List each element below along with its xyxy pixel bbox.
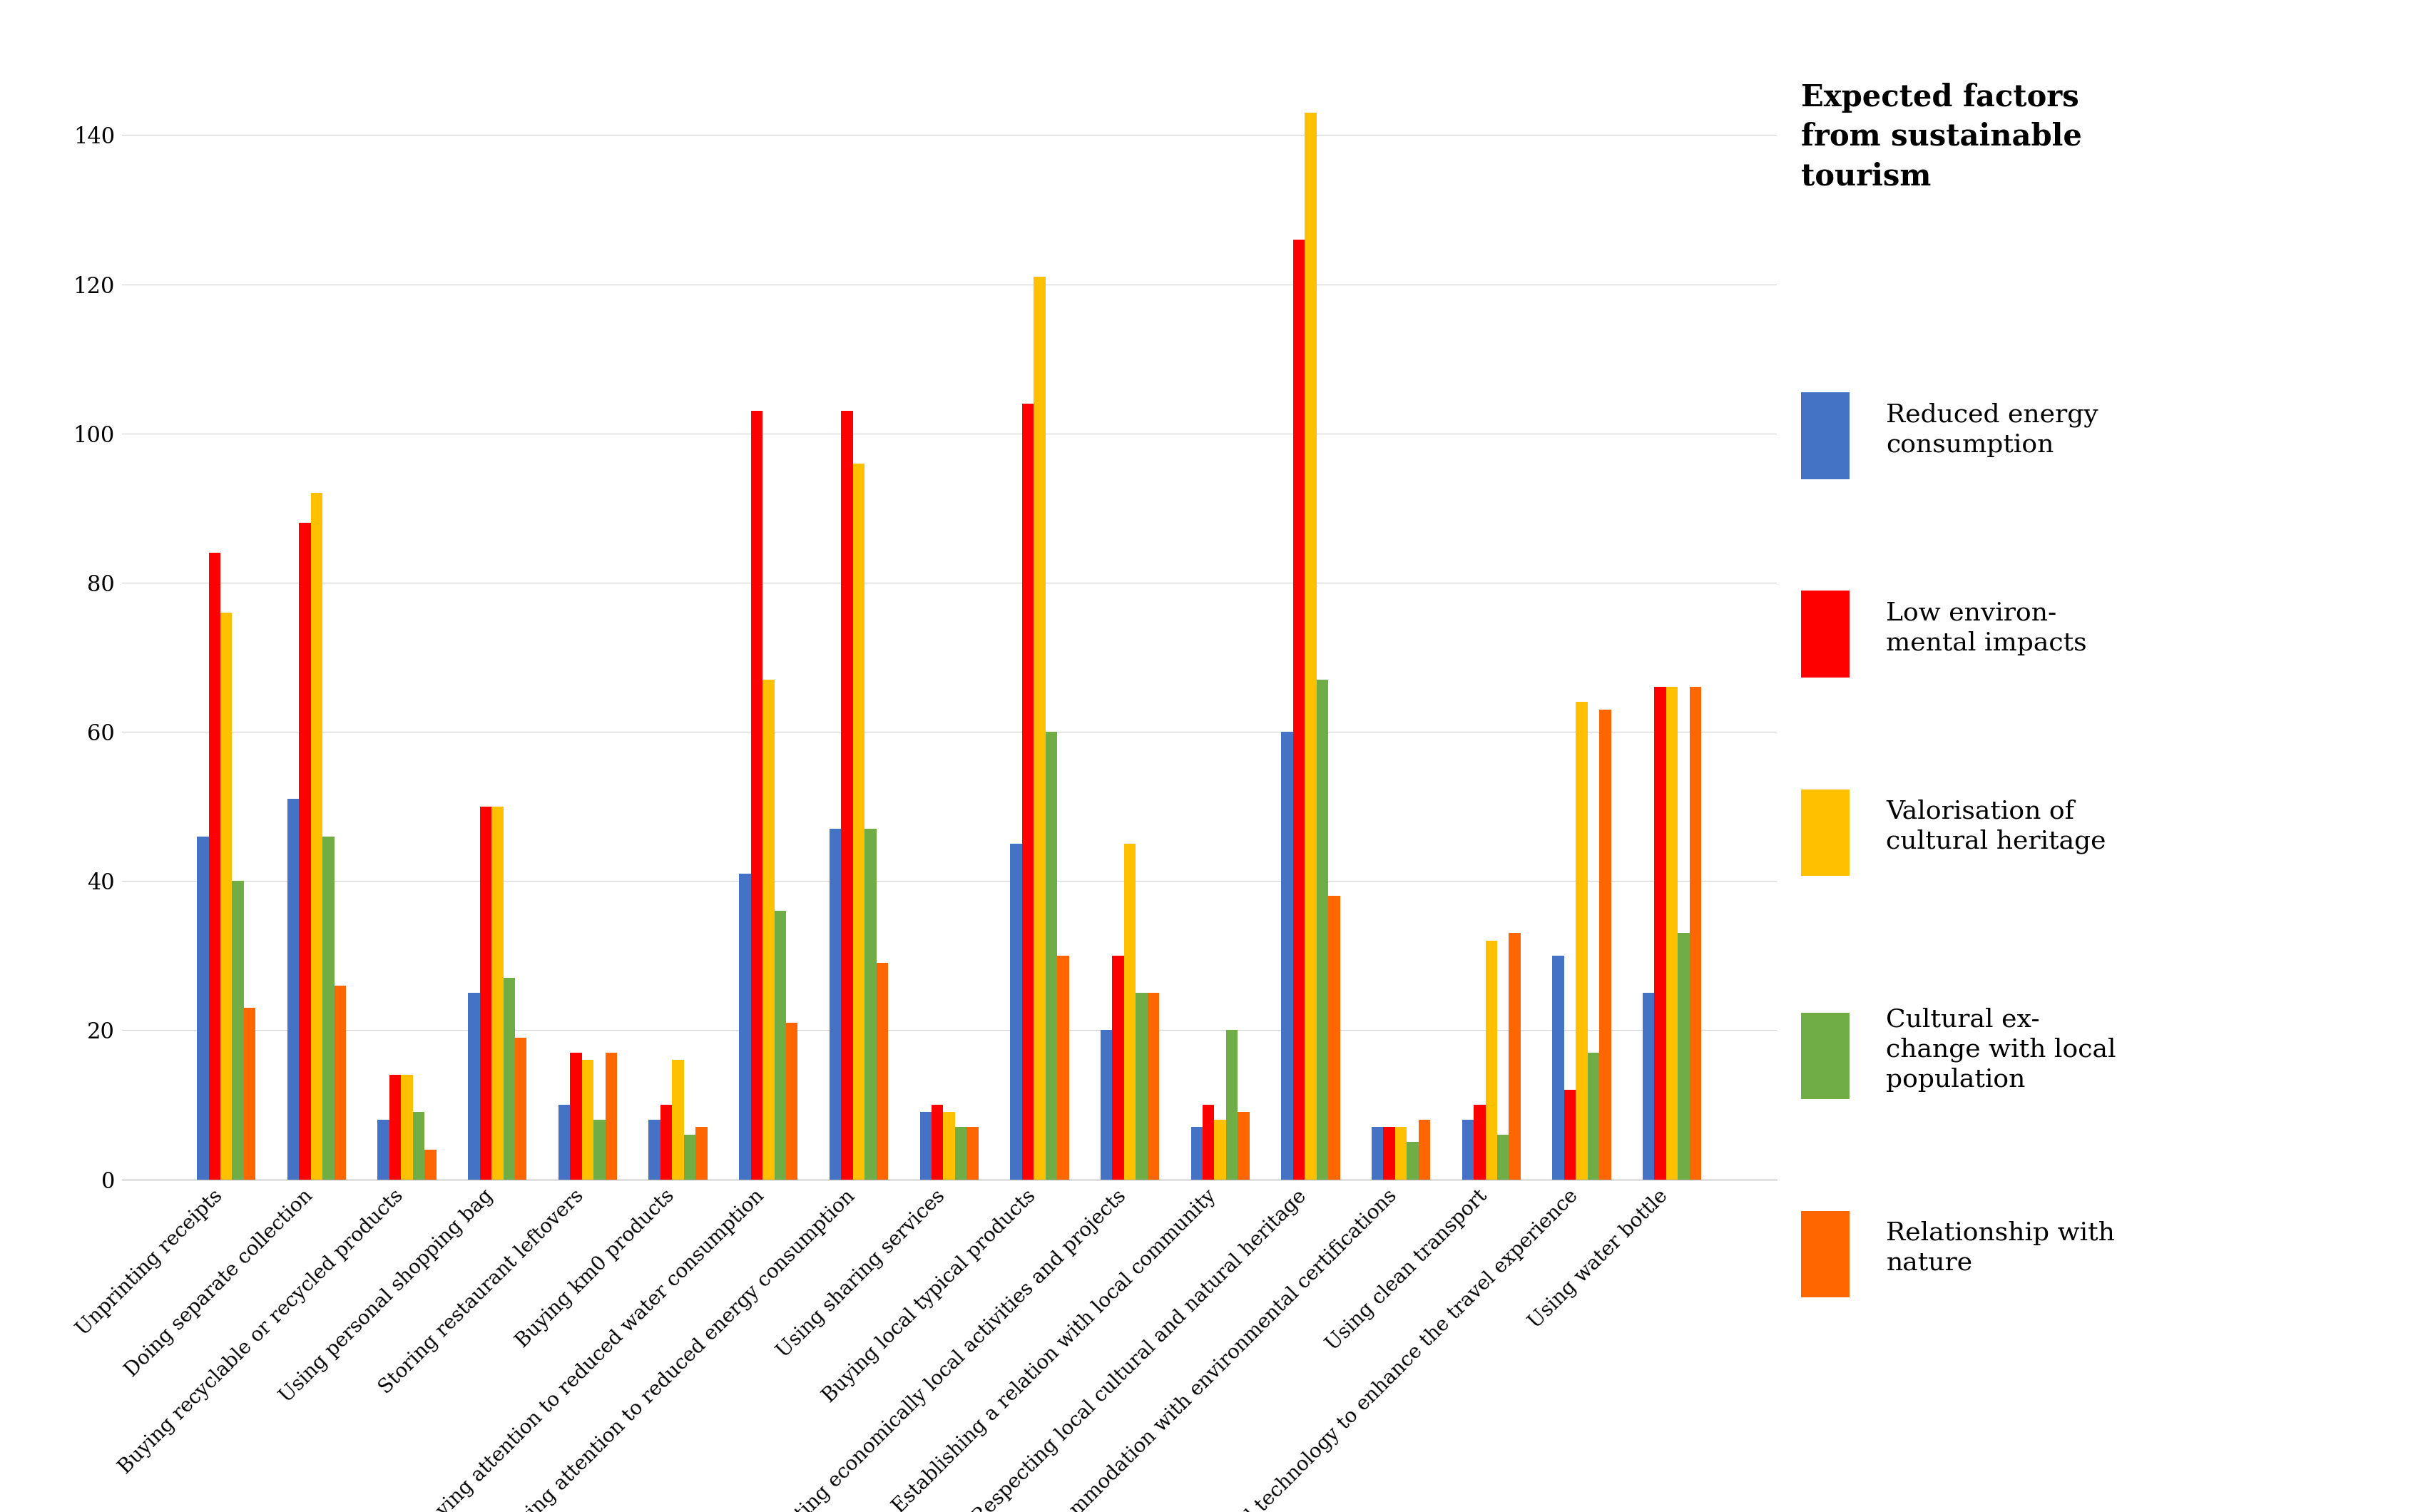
Bar (1667, 686, 1676, 1179)
Bar (243, 1009, 255, 1179)
Bar (944, 1113, 954, 1179)
Text: Cultural ex-
change with local
population: Cultural ex- change with local populatio… (1886, 1007, 2117, 1092)
Bar (1304, 113, 1316, 1179)
Bar (401, 1075, 414, 1179)
Bar (876, 963, 888, 1179)
Bar (389, 1075, 401, 1179)
Bar (1034, 277, 1046, 1179)
Bar (1508, 933, 1521, 1179)
FancyBboxPatch shape (1800, 1211, 1849, 1297)
Bar (1316, 679, 1328, 1179)
FancyBboxPatch shape (1800, 789, 1849, 875)
Bar (1654, 686, 1667, 1179)
Bar (333, 986, 345, 1179)
Bar (1124, 844, 1136, 1179)
Text: Relationship with
nature: Relationship with nature (1886, 1220, 2114, 1275)
Bar (1418, 1120, 1431, 1179)
Bar (479, 806, 491, 1179)
Bar (1394, 1126, 1406, 1179)
Bar (830, 829, 842, 1179)
Bar (467, 993, 479, 1179)
Bar (324, 836, 333, 1179)
Bar (864, 829, 876, 1179)
Bar (1382, 1126, 1394, 1179)
Bar (581, 1060, 594, 1179)
Bar (684, 1134, 696, 1179)
Text: Valorisation of
cultural heritage: Valorisation of cultural heritage (1886, 800, 2105, 854)
Bar (932, 1105, 944, 1179)
Bar (557, 1105, 569, 1179)
Bar (1226, 1030, 1238, 1179)
Bar (1462, 1120, 1474, 1179)
Bar (1022, 404, 1034, 1179)
Bar (377, 1120, 389, 1179)
Bar (1598, 709, 1611, 1179)
Bar (1552, 956, 1564, 1179)
Text: Expected factors
from sustainable
tourism: Expected factors from sustainable touris… (1800, 83, 2080, 191)
Bar (594, 1120, 606, 1179)
Bar (1496, 1134, 1508, 1179)
FancyBboxPatch shape (1800, 1013, 1849, 1099)
Bar (672, 1060, 684, 1179)
Bar (1372, 1126, 1382, 1179)
FancyBboxPatch shape (1800, 393, 1849, 479)
Bar (516, 1037, 526, 1179)
Bar (423, 1149, 436, 1179)
Bar (1586, 1052, 1598, 1179)
Bar (1642, 993, 1654, 1179)
Bar (774, 910, 786, 1179)
Bar (1474, 1105, 1484, 1179)
Bar (852, 463, 864, 1179)
Bar (1328, 897, 1341, 1179)
Bar (1100, 1030, 1112, 1179)
Bar (1564, 1090, 1574, 1179)
Bar (786, 1022, 798, 1179)
Bar (1484, 940, 1496, 1179)
Bar (1146, 993, 1158, 1179)
Bar (1574, 702, 1586, 1179)
Bar (414, 1113, 423, 1179)
Bar (920, 1113, 932, 1179)
Bar (504, 978, 516, 1179)
Bar (1112, 956, 1124, 1179)
Bar (197, 836, 209, 1179)
Bar (221, 612, 231, 1179)
Bar (1238, 1113, 1248, 1179)
Bar (1056, 956, 1068, 1179)
Bar (1190, 1126, 1202, 1179)
Bar (569, 1052, 581, 1179)
Bar (1280, 732, 1292, 1179)
Bar (966, 1126, 978, 1179)
Bar (1676, 933, 1689, 1179)
Bar (491, 806, 504, 1179)
Bar (762, 679, 774, 1179)
Bar (650, 1120, 659, 1179)
Bar (287, 798, 299, 1179)
Bar (299, 523, 311, 1179)
Bar (1136, 993, 1146, 1179)
Bar (1046, 732, 1056, 1179)
Bar (954, 1126, 966, 1179)
Text: Reduced energy
consumption: Reduced energy consumption (1886, 402, 2097, 457)
Bar (1689, 686, 1701, 1179)
Bar (1202, 1105, 1214, 1179)
Bar (1214, 1120, 1226, 1179)
Bar (752, 411, 762, 1179)
Text: Low environ-
mental impacts: Low environ- mental impacts (1886, 600, 2088, 655)
Bar (1406, 1142, 1418, 1179)
Bar (231, 881, 243, 1179)
Bar (1010, 844, 1022, 1179)
Bar (740, 874, 752, 1179)
Bar (842, 411, 852, 1179)
FancyBboxPatch shape (1800, 591, 1849, 677)
Bar (209, 553, 221, 1179)
Bar (696, 1126, 708, 1179)
Bar (659, 1105, 672, 1179)
Bar (1292, 239, 1304, 1179)
Bar (311, 493, 324, 1179)
Bar (606, 1052, 618, 1179)
